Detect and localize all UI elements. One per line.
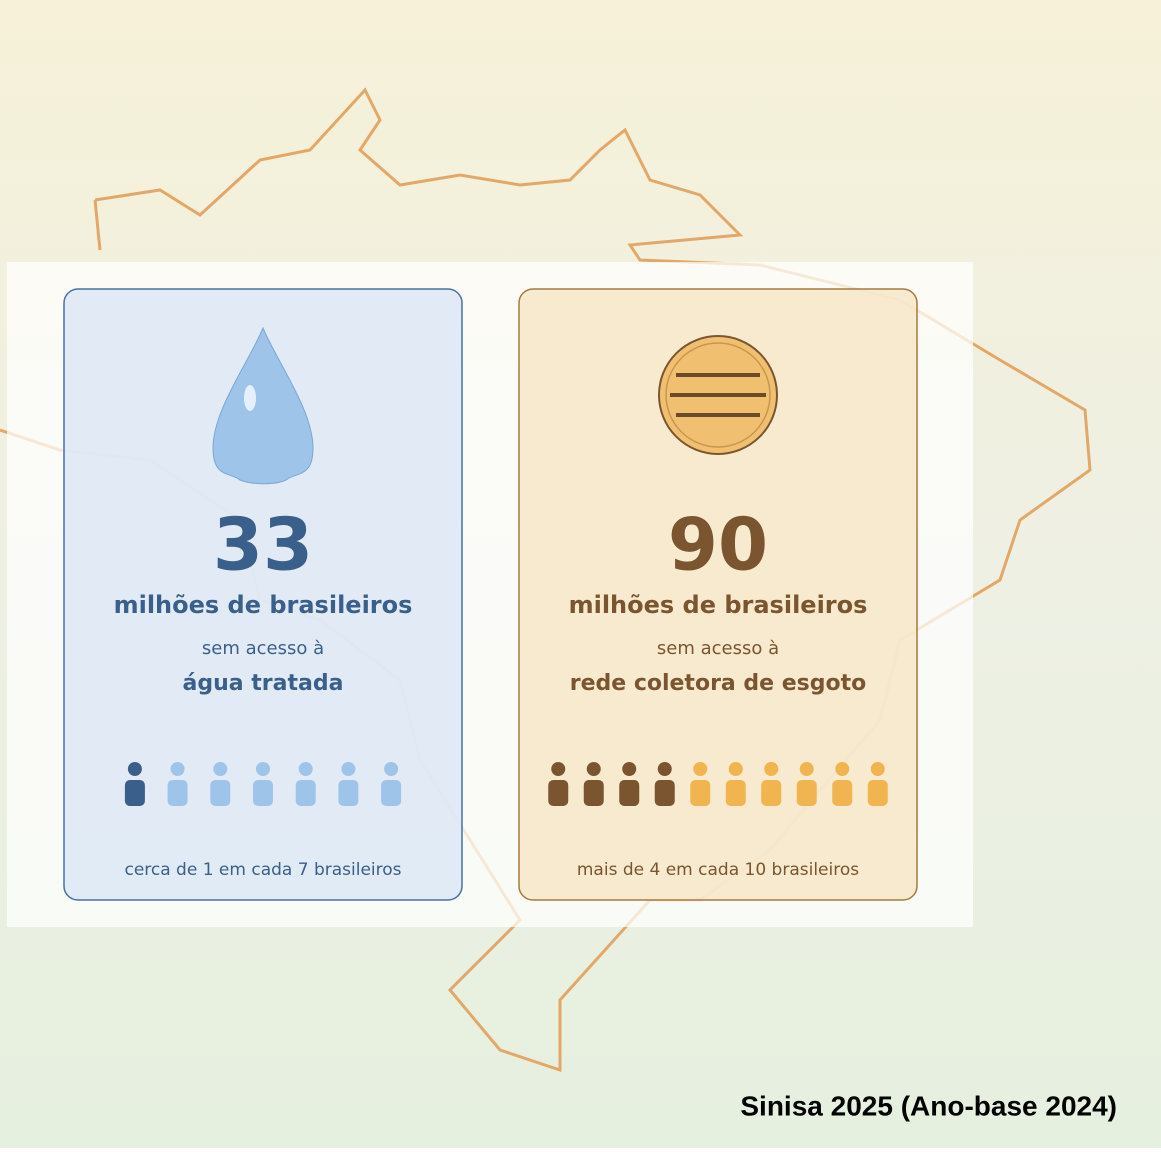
person-head [171, 762, 185, 776]
person-head [658, 762, 672, 776]
footnote: mais de 4 em cada 10 brasileiros [577, 860, 859, 880]
person-head [213, 762, 227, 776]
person-body [797, 780, 817, 806]
source: Sinisa 2025 (Ano-base 2024) [740, 1090, 1117, 1121]
person-body [381, 780, 401, 806]
person-head [587, 762, 601, 776]
person-head [256, 762, 270, 776]
person-body [584, 780, 604, 806]
person-body [548, 780, 568, 806]
person-head [764, 762, 778, 776]
footnote: cerca de 1 em cada 7 brasileiros [124, 860, 401, 880]
person-body [868, 780, 888, 806]
person-body [619, 780, 639, 806]
person-head [622, 762, 636, 776]
person-body [655, 780, 675, 806]
drop-shine [244, 385, 256, 411]
person-body [726, 780, 746, 806]
person-head [729, 762, 743, 776]
person-head [341, 762, 355, 776]
person-body [210, 780, 230, 806]
page: {"cards": [ {"number": "33", "unit": "mi… [0, 0, 1161, 1148]
person-head [128, 762, 142, 776]
person-body [761, 780, 781, 806]
infographic: 33 milhões de brasileiros sem acesso à água… [0, 0, 1161, 1148]
subject: água tratada [183, 671, 344, 696]
person-head [551, 762, 565, 776]
person-head [384, 762, 398, 776]
prefix: sem acesso à [657, 638, 779, 659]
person-body [253, 780, 273, 806]
big-number: 33 [213, 503, 313, 587]
person-body [832, 780, 852, 806]
person-head [871, 762, 885, 776]
person-head [693, 762, 707, 776]
person-body [296, 780, 316, 806]
person-head [299, 762, 313, 776]
person-body [168, 780, 188, 806]
unit: milhões de brasileiros [569, 591, 868, 619]
prefix: sem acesso à [202, 638, 324, 659]
person-body [125, 780, 145, 806]
person-body [690, 780, 710, 806]
unit: milhões de brasileiros [114, 591, 413, 619]
person-head [800, 762, 814, 776]
person-head [835, 762, 849, 776]
subject: rede coletora de esgoto [570, 671, 867, 696]
person-body [338, 780, 358, 806]
big-number: 90 [668, 503, 768, 587]
